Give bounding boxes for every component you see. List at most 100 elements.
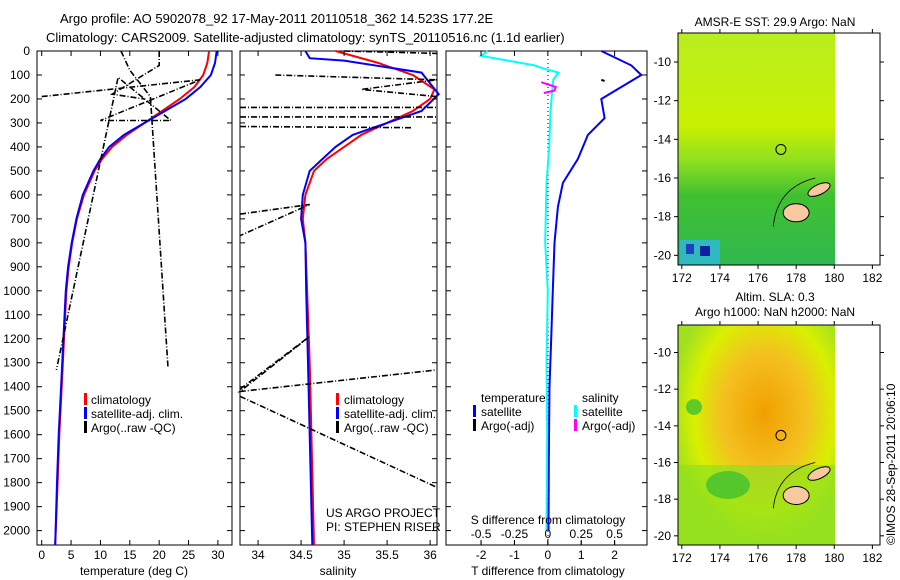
legend-swatch-s-argo [574, 419, 577, 431]
y-tick-label: 300 [10, 116, 30, 130]
salinity-legend: climatology satellite-adj. clim. Argo(..… [336, 393, 436, 435]
series-argo-raw-qc- [239, 395, 438, 489]
x-tick-label: 20 [152, 548, 166, 562]
lat-tick-label: -20 [654, 529, 672, 543]
lat-tick-label: -10 [654, 55, 672, 69]
s-diff-xlabel: S difference from climatology [471, 513, 626, 527]
series-temperature-satellite [547, 50, 643, 531]
series-argo-raw-qc- [41, 75, 201, 371]
island-vanua-levu [807, 466, 831, 481]
legend-s-satellite: satellite [582, 405, 623, 419]
lon-tick-label: 176 [748, 551, 768, 565]
legend-argo: Argo(..raw -QC) [91, 421, 176, 435]
legend-swatch-satellite [336, 407, 339, 419]
lon-tick-label: 182 [862, 551, 882, 565]
legend-climatology: climatology [91, 393, 151, 407]
legend-satellite: satellite-adj. clim. [91, 407, 183, 421]
x2-tick-label: -0.5 [471, 527, 492, 541]
legend-argo: Argo(..raw -QC) [344, 421, 429, 435]
series-satellite-adj-clim- [300, 50, 441, 546]
x2-tick-label: 0 [544, 527, 551, 541]
salinity-plot-frame [239, 50, 438, 546]
lon-tick-label: 180 [824, 551, 844, 565]
series-salinity-argo-adj- [540, 81, 558, 94]
pi-annotation: PI: STEPHEN RISER [326, 520, 441, 534]
y-tick-label: 1900 [3, 500, 30, 514]
project-annotation: US ARGO PROJECT [326, 506, 441, 520]
y-tick-label: 1700 [3, 452, 30, 466]
legend-swatch-climatology [336, 393, 339, 405]
series-argo-raw-qc- [109, 51, 160, 100]
series-argo-raw-qc- [344, 50, 438, 55]
y-tick-label: 1400 [3, 380, 30, 394]
y-tick-label: 1300 [3, 356, 30, 370]
temperature-panel: 0100200300400500600700800900100011001200… [3, 44, 233, 578]
sla-low-eddy [706, 471, 750, 499]
island-vanua-levu [807, 182, 831, 197]
legend-swatch-t-argo [473, 419, 476, 431]
x-tick-label: 25 [182, 548, 196, 562]
temperature-legend: climatology satellite-adj. clim. Argo(..… [84, 393, 183, 435]
legend-swatch-satellite [84, 407, 87, 419]
series-argo-raw-qc- [239, 203, 311, 237]
temperature-xlabel: temperature (deg C) [80, 564, 188, 578]
series-argo-raw-qc- [237, 335, 438, 393]
sla-map-title: Altim. SLA: 0.3 [735, 290, 815, 304]
legend-swatch-argo [84, 421, 87, 433]
legend-s-argo: Argo(-adj) [582, 419, 635, 433]
series-climatology [301, 50, 436, 546]
y-tick-label: 0 [23, 44, 30, 58]
x2-tick-label: 0.25 [570, 527, 594, 541]
legend-salinity-title: salinity [582, 391, 619, 405]
lon-tick-label: 176 [748, 271, 768, 285]
sla-map-panel: Altim. SLA: 0.3 Argo h1000: NaN h2000: N… [654, 290, 884, 565]
x-tick-label: 1 [578, 548, 585, 562]
x2-tick-label: -0.25 [501, 527, 529, 541]
reef-contour [772, 462, 816, 509]
y-tick-label: 500 [10, 164, 30, 178]
y-tick-label: 1000 [3, 284, 30, 298]
x-tick-label: 30 [211, 548, 225, 562]
credit-text: ©IMOS 28-Sep-2011 20:06:10 [884, 383, 898, 545]
x2-tick-label: 0.5 [606, 527, 623, 541]
x-tick-label: 2 [611, 548, 618, 562]
x-tick-label: 35 [337, 548, 351, 562]
x-tick-label: 15 [123, 548, 137, 562]
legend-climatology: climatology [344, 393, 404, 407]
reef-contour [772, 177, 816, 227]
x-tick-label: 36 [423, 548, 437, 562]
sla-low-eddy [686, 399, 702, 415]
difference-plot-frame [445, 50, 648, 546]
legend-t-satellite: satellite [481, 405, 522, 419]
legend-swatch-t-satellite [473, 405, 476, 417]
y-tick-label: 1500 [3, 404, 30, 418]
legend-swatch-climatology [84, 393, 87, 405]
salinity-panel: 34 34.5 35 35.5 36 salinity climatology sate… [237, 50, 441, 578]
series-argo-raw-qc- [120, 50, 169, 368]
series-argo-raw-qc- [275, 74, 438, 98]
series-argo-raw-qc- [239, 125, 413, 129]
difference-panel: -2 -1 0 1 2 -0.5 -0.25 0 0.25 0.5 T difference fr… [445, 50, 648, 578]
profile-location-marker [775, 143, 787, 155]
x-tick-label: 34.5 [289, 548, 313, 562]
difference-legend: temperature satellite Argo(-adj) salinit… [473, 391, 635, 433]
y-tick-label: 900 [10, 260, 30, 274]
y-tick-label: 1100 [4, 308, 30, 322]
title-line-2: Climatology: CARS2009. Satellite-adjuste… [46, 30, 565, 45]
sst-cold-cell [686, 244, 694, 254]
lon-tick-label: 172 [672, 271, 692, 285]
salinity-xlabel: salinity [320, 564, 357, 578]
legend-satellite: satellite-adj. clim. [344, 407, 436, 421]
lat-tick-label: -18 [654, 210, 672, 224]
lat-tick-label: -16 [654, 171, 672, 185]
temperature-plot-frame [36, 50, 233, 546]
sla-map-frame [677, 324, 881, 546]
island-viti-levu [782, 203, 810, 223]
lat-tick-label: -12 [654, 94, 672, 108]
profile-location-marker [775, 429, 787, 441]
title-line-1: Argo profile: AO 5902078_92 17-May-2011 … [60, 11, 494, 26]
x-tick-label: 10 [94, 548, 108, 562]
legend-t-argo: Argo(-adj) [481, 419, 534, 433]
sst-field [678, 33, 835, 265]
